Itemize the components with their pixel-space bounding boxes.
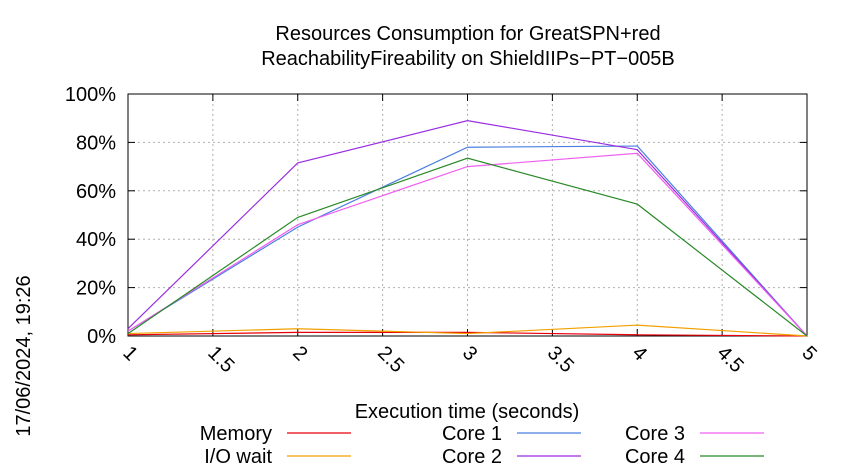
y-tick-label: 100% [65, 84, 116, 106]
legend-label: Core 2 [442, 446, 502, 468]
series-line-core-3 [127, 152, 808, 337]
series-line-memory [127, 331, 808, 337]
y-axis-ticks: 0% 20% 40% 60% 80% 100% [65, 84, 807, 348]
series-line-core-4 [127, 157, 808, 337]
y-tick-label: 40% [76, 229, 116, 251]
series-line-core-2 [127, 120, 808, 337]
x-tick-label: 3 [458, 342, 481, 365]
grid-lines [128, 94, 807, 336]
y-tick-label: 0% [87, 326, 116, 348]
series-line-i-o-wait [127, 324, 808, 337]
y-tick-label: 20% [76, 278, 116, 300]
legend-label: Core 4 [625, 446, 685, 468]
chart-title-line-1: Resources Consumption for GreatSPN+red [275, 23, 660, 45]
series-line-core-1 [127, 145, 808, 337]
y-tick-label: 80% [76, 132, 116, 154]
x-tick-label: 5 [797, 342, 820, 365]
series-lines [127, 120, 808, 337]
y-tick-label: 60% [76, 181, 116, 203]
legend-label: Core 3 [625, 423, 685, 445]
x-tick-label: 2 [288, 342, 311, 365]
x-tick-label: 4.5 [713, 342, 748, 377]
legend-label: Memory [200, 423, 272, 445]
legend-label: Core 1 [442, 423, 502, 445]
x-axis-label: Execution time (seconds) [355, 401, 580, 423]
legend-label: I/O wait [204, 446, 272, 468]
timestamp-label: 17/06/2024, 19:26 [13, 275, 35, 436]
x-tick-label: 3.5 [543, 342, 578, 377]
x-tick-label: 1.5 [203, 342, 238, 377]
x-tick-label: 2.5 [373, 342, 408, 377]
chart-title-line-2: ReachabilityFireability on ShieldIIPs−PT… [261, 48, 675, 70]
x-tick-label: 4 [628, 342, 651, 365]
x-tick-label: 1 [118, 342, 141, 365]
